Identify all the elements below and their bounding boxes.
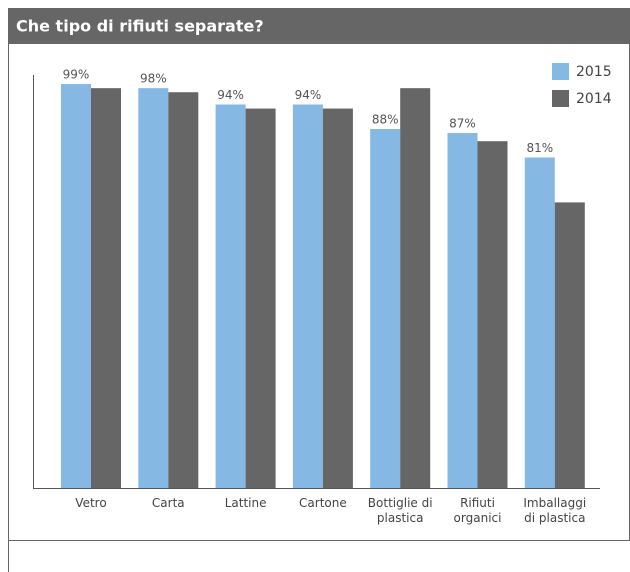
value-label: 99%: [63, 68, 90, 82]
value-label: 94%: [295, 88, 322, 102]
x-tick-label: Cartone: [299, 496, 347, 510]
bar: [322, 108, 353, 488]
bar: [138, 88, 169, 488]
bar: [370, 128, 401, 488]
chart-title: Che tipo di rifiuti separate?: [16, 17, 264, 36]
x-tick-label: Lattine: [224, 496, 267, 510]
legend-label: 2014: [576, 91, 612, 107]
bar: [292, 104, 323, 488]
value-label: 98%: [140, 72, 167, 86]
bar: [447, 133, 478, 489]
x-tick-label: Bottiglie di plastica: [367, 496, 433, 525]
x-tick-label: Carta: [151, 496, 185, 510]
x-tick-label: Imballaggi di plastica: [523, 496, 587, 525]
bar: [168, 92, 199, 489]
bar: [400, 88, 431, 488]
x-tick-label: Rifiuti organici: [453, 496, 502, 525]
bar: [91, 88, 121, 488]
value-label: 87%: [449, 117, 476, 131]
legend-swatch: [552, 90, 569, 107]
value-label: 94%: [217, 88, 244, 102]
legend-swatch: [552, 63, 569, 80]
bar: [477, 141, 508, 488]
title-bar: [8, 8, 630, 44]
value-label: 88%: [372, 112, 399, 126]
bar: [215, 104, 246, 488]
value-label: 81%: [526, 141, 553, 155]
bar: [61, 84, 91, 488]
bar: [245, 108, 276, 488]
bar: [524, 157, 555, 488]
legend-label: 2015: [576, 64, 612, 80]
bar: [554, 202, 585, 488]
x-tick-label: Vetro: [75, 496, 107, 510]
